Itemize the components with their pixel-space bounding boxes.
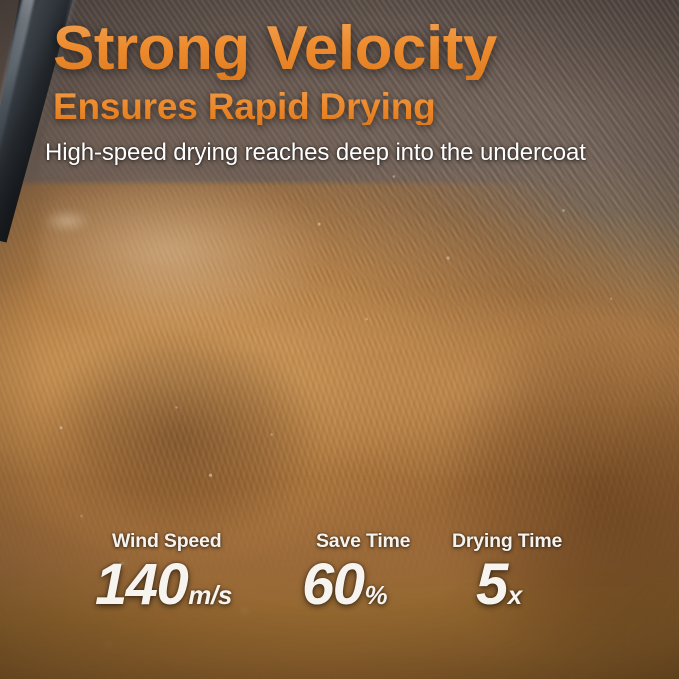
stat-save-time: Save Time 60 % [300, 530, 440, 617]
stat-value: 60 [302, 551, 365, 617]
stat-label: Drying Time [452, 530, 563, 552]
stat-label: Wind Speed [112, 530, 222, 552]
stat-unit: m/s [188, 579, 232, 610]
headline: Strong Velocity [53, 14, 497, 83]
stat-value: 140 [95, 551, 189, 617]
stat-value-row: 5 x [440, 551, 605, 617]
stat-value-row: 60 % [300, 551, 440, 617]
stats-row: Wind Speed 140 m/s Save Time 60 % Drying… [95, 530, 605, 624]
stat-unit: % [364, 579, 388, 610]
stat-wind-speed: Wind Speed 140 m/s [95, 530, 300, 617]
stat-label: Save Time [316, 530, 411, 552]
stat-unit: x [507, 579, 522, 610]
tagline: High-speed drying reaches deep into the … [45, 139, 586, 166]
stat-value: 5 [476, 551, 508, 617]
subheadline: Ensures Rapid Drying [53, 86, 436, 127]
stat-value-row: 140 m/s [95, 551, 300, 617]
stat-drying-time: Drying Time 5 x [440, 530, 605, 617]
